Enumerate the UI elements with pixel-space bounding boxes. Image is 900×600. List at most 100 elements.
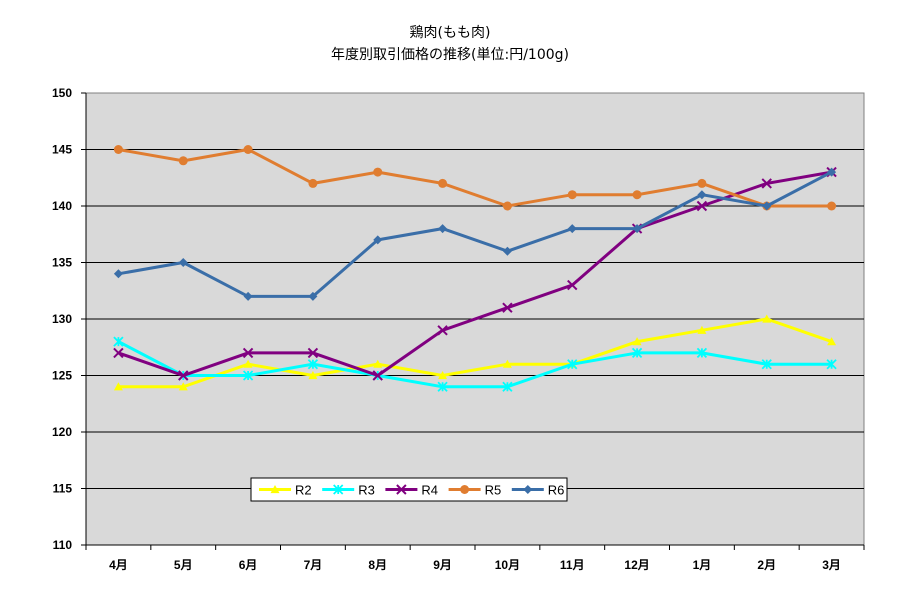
- legend-marker: [396, 484, 407, 495]
- data-point-R5: [308, 178, 318, 188]
- data-point-R6: [502, 246, 512, 256]
- series-line-R4: [117, 170, 832, 378]
- data-point-R5: [567, 190, 577, 200]
- chart-subtitle: 年度別取引価格の推移(単位:円/100g): [331, 47, 569, 63]
- legend-label: R5: [485, 483, 502, 498]
- series-line-R2: [118, 317, 833, 389]
- y-tick-label: 120: [52, 425, 72, 439]
- y-tick-label: 130: [52, 312, 72, 326]
- legend-marker: [523, 485, 533, 494]
- data-point-R6: [373, 235, 383, 245]
- data-point-R2: [308, 371, 318, 380]
- data-point-R6: [243, 291, 253, 301]
- data-point-R4: [307, 347, 319, 359]
- data-point-R3: [761, 359, 772, 370]
- x-tick-label: 9月: [433, 558, 452, 572]
- data-point-R5: [438, 178, 448, 188]
- data-point-R3: [696, 347, 708, 359]
- data-point-R2: [373, 359, 383, 368]
- data-point-R4: [696, 200, 708, 212]
- data-point-R6: [567, 224, 577, 234]
- data-point-R6: [632, 224, 642, 234]
- data-point-R6: [827, 167, 837, 177]
- x-axis: 4月 5月 6月 7月 8月 9月 10月 11月 12月 1月 2月 3月: [85, 544, 865, 572]
- series-layer: [113, 145, 837, 392]
- data-point-R5: [502, 201, 512, 211]
- data-point-R4: [567, 279, 578, 291]
- data-point-R2: [502, 359, 512, 368]
- data-point-R5: [113, 145, 123, 154]
- data-point-R4: [502, 302, 513, 313]
- y-tick-label: 145: [52, 143, 72, 157]
- x-tick-label: 1月: [693, 558, 712, 572]
- series-line-R6: [118, 170, 833, 298]
- data-point-R3: [307, 359, 319, 370]
- x-tick-label: 8月: [368, 558, 387, 572]
- legend-item-R5: R5: [448, 483, 502, 498]
- data-point-R2: [178, 382, 188, 391]
- legend-item-R2: R2: [259, 483, 312, 498]
- data-point-R2: [762, 314, 772, 323]
- chart-title: 鶏肉(もも肉): [409, 25, 491, 41]
- chart-title-block: 鶏肉(もも肉) 年度別取引価格の推移(単位:円/100g): [0, 22, 900, 66]
- data-point-R5: [632, 190, 642, 200]
- data-point-R3: [567, 359, 578, 370]
- data-point-R4: [113, 347, 124, 359]
- data-point-R4: [178, 370, 189, 381]
- data-point-R5: [243, 145, 253, 154]
- data-point-R3: [631, 347, 643, 359]
- series-line-R5: [118, 147, 832, 208]
- data-point-R6: [697, 190, 707, 200]
- legend-item-R4: R4: [385, 483, 438, 498]
- data-point-R2: [697, 325, 707, 334]
- data-point-R3: [437, 381, 448, 392]
- legend-marker: [460, 485, 470, 494]
- legend-marker: [270, 485, 280, 494]
- data-point-R2: [243, 359, 253, 368]
- x-tick-label: 2月: [757, 558, 776, 572]
- legend-label: R2: [295, 483, 312, 498]
- data-point-R2: [438, 371, 448, 380]
- legend: R2 R3 R4 R5 R6: [250, 477, 568, 502]
- x-tick-label: 10月: [495, 558, 520, 572]
- x-tick-label: 7月: [304, 558, 323, 572]
- data-point-R6: [438, 224, 448, 234]
- series-R6: [113, 167, 837, 301]
- y-tick-label: 125: [52, 369, 72, 383]
- data-point-R3: [242, 370, 254, 381]
- data-point-R4: [372, 370, 383, 381]
- y-tick-label: 135: [52, 256, 72, 270]
- data-point-R6: [762, 201, 772, 211]
- data-point-R5: [178, 156, 188, 166]
- data-point-R2: [827, 337, 837, 346]
- series-R3: [113, 336, 837, 392]
- y-tick-label: 110: [53, 538, 73, 552]
- y-tick-label: 140: [52, 199, 72, 213]
- x-tick-label: 11月: [560, 558, 585, 572]
- data-point-R3: [502, 381, 513, 392]
- data-point-R6: [113, 269, 123, 279]
- x-tick-label: 5月: [174, 558, 193, 572]
- data-point-R3: [826, 359, 837, 370]
- legend-label: R3: [358, 483, 375, 498]
- y-axis: 110 115 120 125 130 135 140 145 150: [52, 86, 87, 552]
- data-point-R3: [113, 336, 124, 347]
- y-tick-label: 115: [53, 482, 73, 496]
- legend-item-R3: R3: [322, 483, 375, 498]
- legend-label: R6: [548, 483, 565, 498]
- legend-label: R4: [421, 483, 438, 498]
- x-tick-label: 12月: [624, 558, 649, 572]
- data-point-R5: [697, 178, 707, 188]
- legend-marker: [333, 484, 344, 495]
- series-R4: [113, 166, 837, 381]
- y-tick-label: 150: [52, 86, 72, 100]
- x-tick-label: 4月: [109, 558, 128, 572]
- data-point-R5: [827, 201, 837, 211]
- data-point-R2: [113, 382, 123, 391]
- legend-item-R6: R6: [511, 483, 565, 498]
- x-tick-label: 3月: [822, 558, 841, 572]
- data-point-R6: [178, 258, 188, 267]
- data-point-R6: [308, 291, 318, 301]
- data-point-R4: [761, 178, 772, 189]
